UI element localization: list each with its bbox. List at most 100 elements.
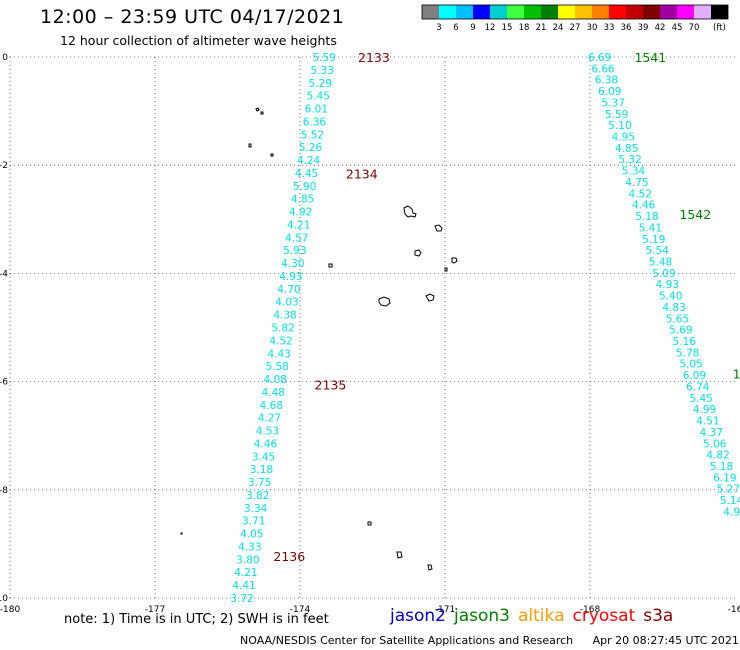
swh-value: 5.10 [608, 120, 631, 132]
swh-value: 4.95 [612, 132, 635, 144]
color-swatch [524, 5, 541, 19]
legend-altika: altika [518, 606, 565, 626]
island-outline [378, 296, 391, 307]
swh-value: 6.74 [686, 381, 710, 393]
swh-value: 6.66 [591, 63, 615, 75]
swh-value: 4.38 [273, 310, 296, 322]
color-swatch [456, 5, 473, 19]
swh-value: 5.27 [717, 484, 740, 496]
swh-value: 4.03 [275, 297, 298, 309]
swh-value: 5.34 [622, 166, 646, 178]
swh-value: 4.52 [269, 335, 292, 347]
color-scale-label: 3 [436, 23, 441, 33]
swh-value: 4.68 [260, 400, 283, 412]
footer-credit: NOAA/NESDIS Center for Satellite Applica… [240, 634, 574, 647]
color-scale-label: 39 [638, 23, 649, 33]
swh-value: 4.05 [240, 529, 263, 541]
swh-value: 5.09 [652, 268, 675, 280]
island-outline [270, 153, 274, 157]
color-scale-label: 42 [655, 23, 666, 33]
swh-value: 4.51 [696, 416, 719, 428]
footer: NOAA/NESDIS Center for Satellite Applica… [240, 634, 739, 647]
color-scale-label: 36 [621, 23, 632, 33]
swh-value: 5.52 [301, 129, 324, 141]
swh-value: 5.18 [635, 211, 658, 223]
color-bar-frame [421, 4, 729, 20]
lat-tick-label: -2 [0, 161, 8, 171]
swh-value: 5.58 [266, 361, 289, 373]
swh-value: 4.75 [625, 177, 648, 189]
pass-number-label: 2134 [346, 166, 378, 181]
swh-value: 5.48 [649, 256, 672, 268]
swh-value: 4.08 [264, 374, 287, 386]
swh-value: 5.29 [309, 78, 332, 90]
color-scale-label: 33 [604, 23, 615, 33]
track-a: 5.595.335.295.456.016.365.525.264.244.45… [230, 52, 336, 605]
color-swatch [711, 5, 728, 19]
color-scale-label: 18 [519, 23, 530, 33]
color-swatch [592, 5, 609, 19]
legend-cryosat: cryosat [572, 606, 636, 626]
pass-number-label: 1 [733, 366, 740, 381]
color-scale-label: 6 [453, 23, 458, 33]
lat-tick-label: -10 [0, 594, 8, 604]
swh-value: 3.18 [250, 464, 273, 476]
swh-value: 5.93 [283, 245, 306, 257]
swh-value: 5.40 [659, 291, 682, 303]
island-outline [180, 532, 183, 535]
color-scale-label: 45 [672, 23, 683, 33]
swh-value: 5.41 [639, 222, 662, 234]
island-outline [451, 257, 458, 264]
color-swatch [473, 5, 490, 19]
color-swatch [558, 5, 575, 19]
swh-value: 3.72 [230, 593, 253, 605]
swh-value: 6.19 [713, 472, 736, 484]
island-outline [255, 107, 260, 112]
color-swatch [490, 5, 507, 19]
swh-value: 4.52 [629, 188, 652, 200]
swh-value: 3.45 [252, 451, 275, 463]
pass-number-label: 2133 [358, 50, 390, 65]
page-title: 12:00 – 23:59 UTC 04/17/2021 [40, 6, 345, 28]
swh-value: 4.85 [291, 194, 314, 206]
swh-value: 5.26 [299, 142, 323, 154]
swh-value: 4.92 [289, 207, 312, 219]
color-swatch [677, 5, 694, 19]
swh-value: 5.59 [605, 109, 628, 121]
swh-value: 5.33 [311, 65, 334, 77]
swh-value: 4.70 [277, 284, 300, 296]
lat-tick-label: -8 [0, 486, 8, 496]
swh-value: 5.69 [669, 325, 692, 337]
swh-value: 6.36 [303, 116, 327, 128]
swh-value: 4.37 [700, 427, 723, 439]
swh-value: 5.45 [307, 91, 330, 103]
swh-value: 4.27 [258, 413, 281, 425]
swh-value: 4.85 [615, 143, 638, 155]
swh-value: 4.46 [632, 200, 656, 212]
color-swatch [609, 5, 626, 19]
color-scale-bar: 3 6 9 12 15 18 21 24 27 30 33 36 39 42 45 70 (ft) [421, 4, 729, 33]
swh-value: 5.16 [673, 336, 697, 348]
color-swatch [643, 5, 660, 19]
swh-value: 6.69 [588, 52, 611, 64]
island-outline [248, 143, 252, 148]
swh-value: 4.24 [297, 155, 321, 167]
color-swatch [694, 5, 711, 19]
swh-value: 3.80 [236, 554, 259, 566]
lon-tick-label: -177 [145, 605, 165, 615]
pass-number-label: 1541 [634, 50, 666, 65]
color-scale-label: 27 [570, 23, 581, 33]
legend-s3a: s3a [643, 606, 674, 626]
color-scale-label: 70 [689, 23, 700, 33]
color-swatch [507, 5, 524, 19]
swh-value: 5.37 [602, 97, 625, 109]
swh-value: 5.06 [703, 438, 727, 450]
footer-timestamp: Apr 20 08:27:45 UTC 2021 [592, 634, 739, 647]
lon-tick-label: -16 [728, 605, 740, 615]
lat-tick-label: -6 [0, 378, 8, 388]
swh-value: 4.41 [232, 580, 255, 592]
swh-value: 4.99 [693, 404, 716, 416]
swh-value: 4.83 [662, 302, 685, 314]
swh-value: 5.45 [689, 393, 712, 405]
swh-value: 4.21 [287, 219, 310, 231]
